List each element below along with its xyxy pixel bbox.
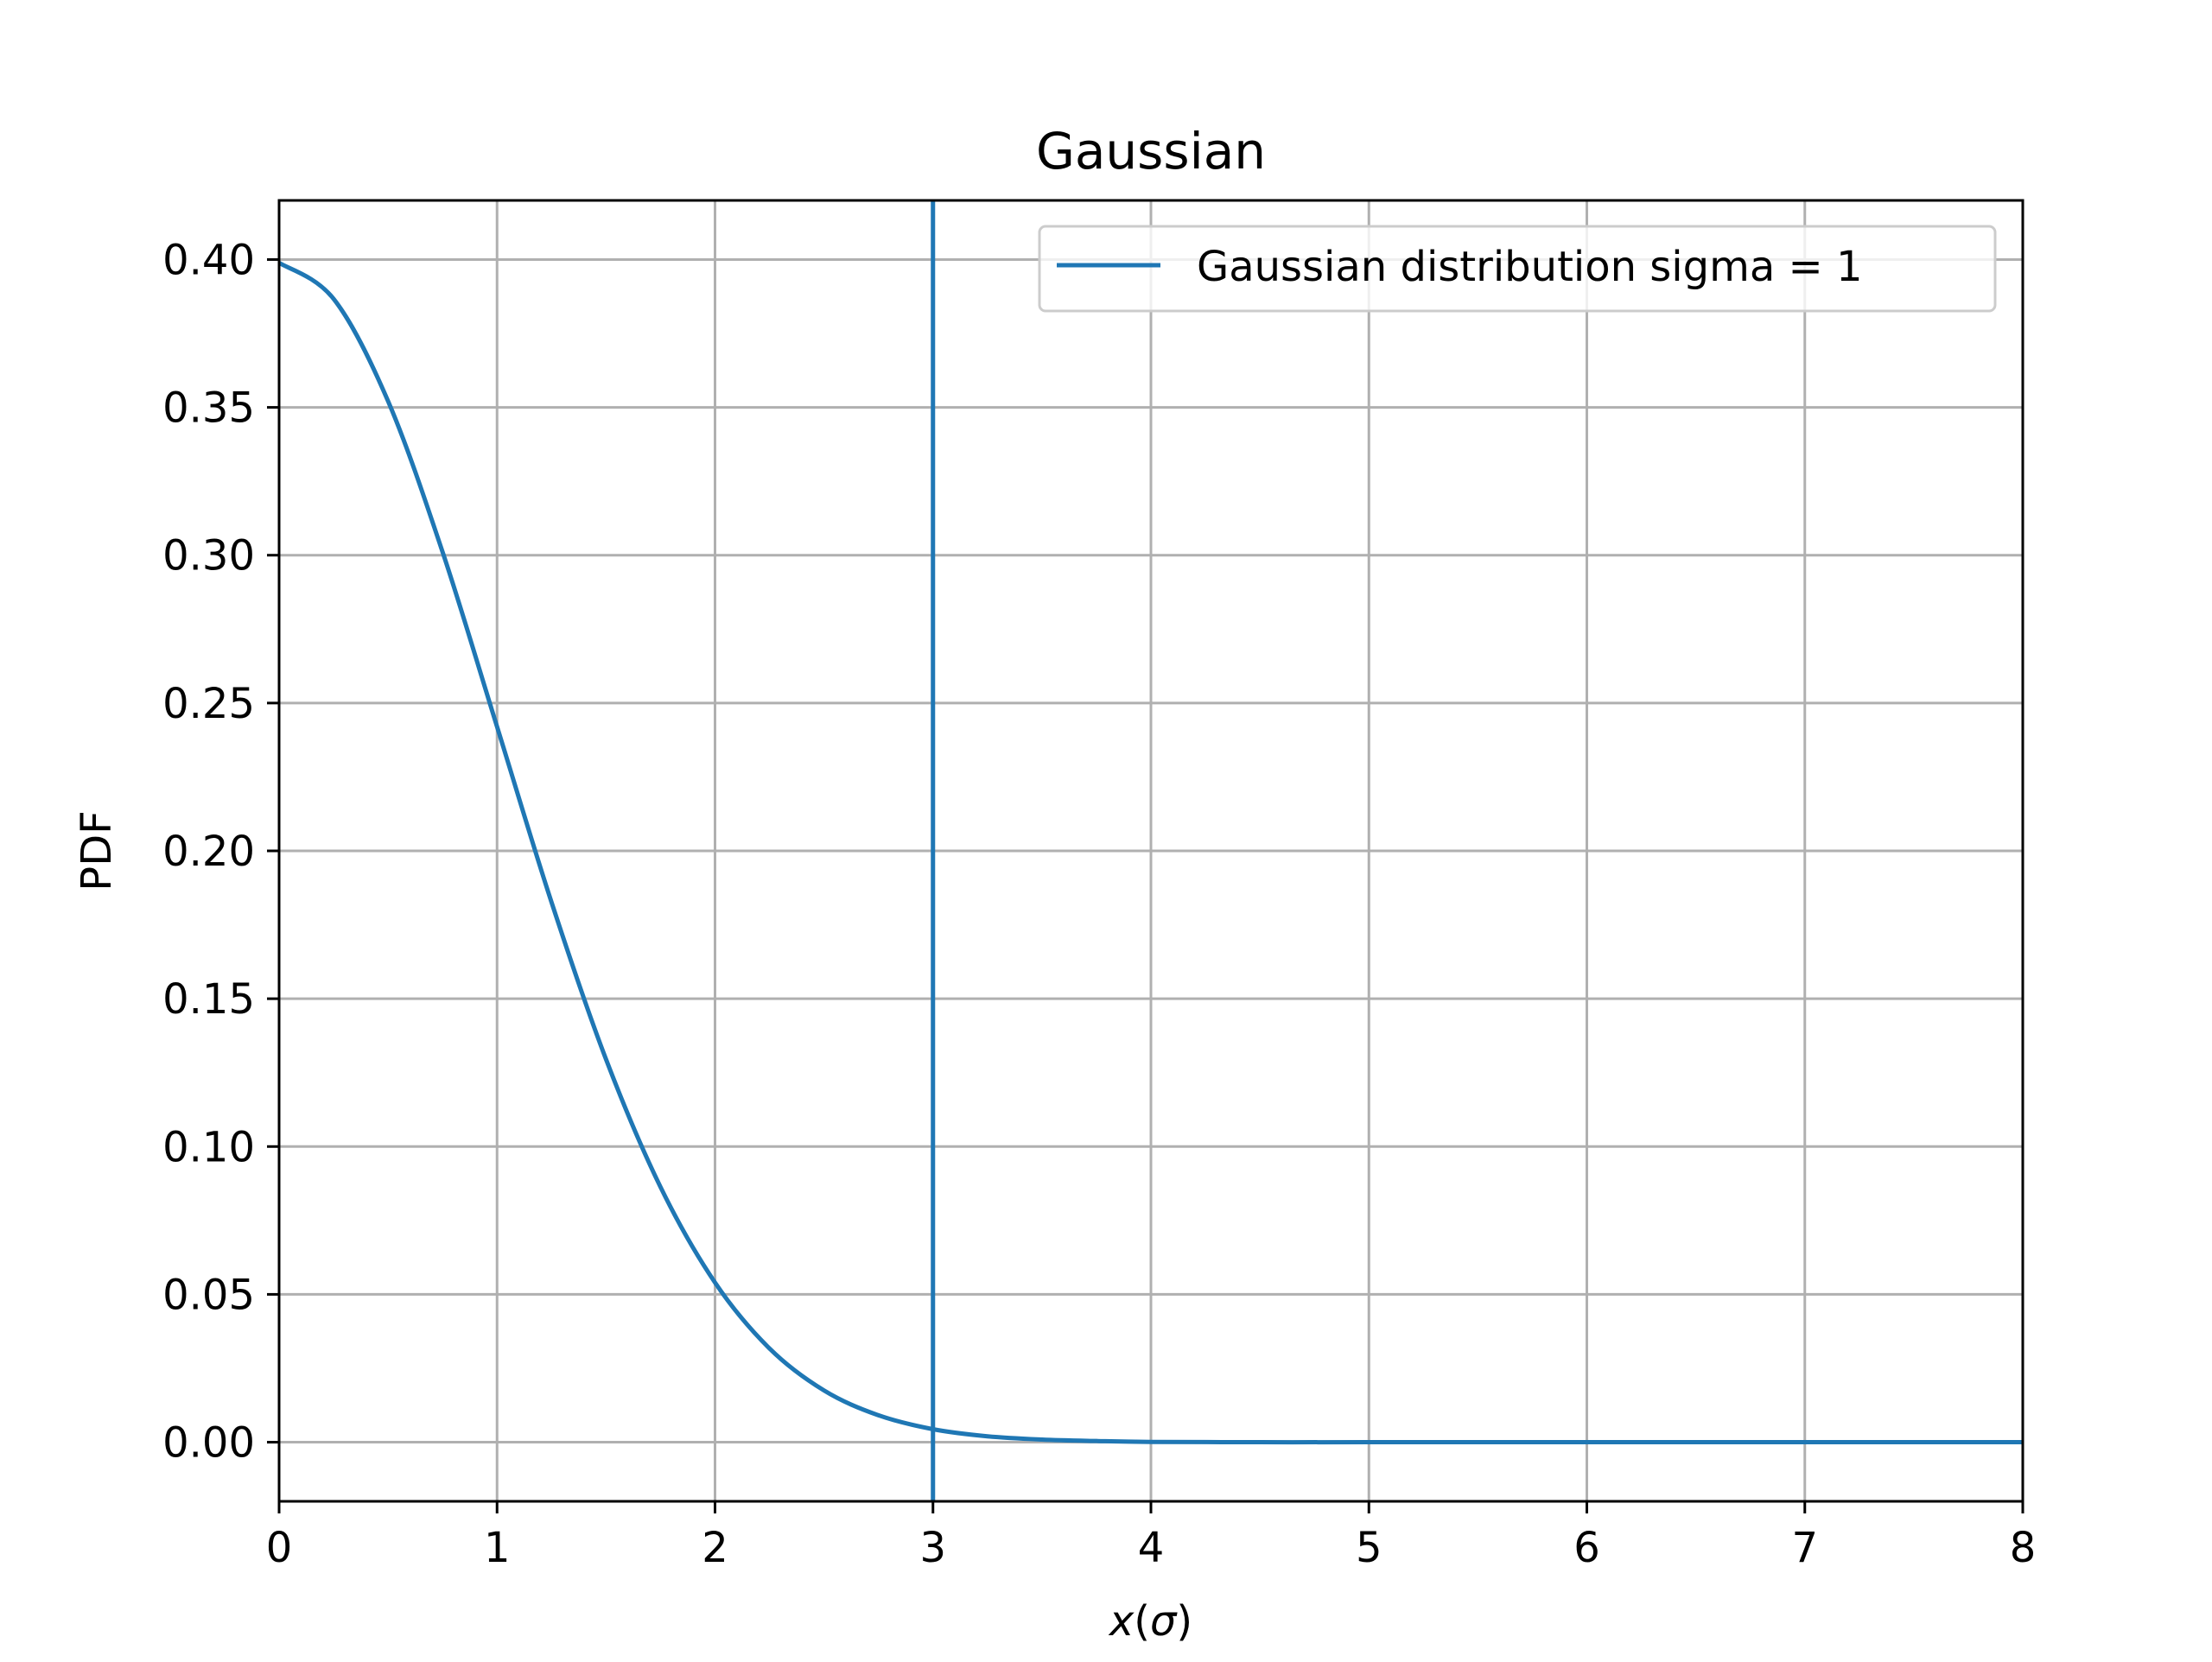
legend-box — [1038, 225, 1997, 313]
y-tick-label: 0.35 — [162, 384, 255, 433]
y-tick-label: 0.15 — [162, 975, 255, 1024]
y-axis-label: PDF — [73, 810, 121, 891]
x-axis-label-close: ) — [1176, 1597, 1192, 1646]
x-tick-label: 1 — [484, 1524, 511, 1572]
x-tick-label: 4 — [1138, 1524, 1165, 1572]
tick-labels: 0 1 2 3 4 5 6 7 8 0.00 0.05 0.10 0.15 0.20 0.25 0.30 0.3… — [162, 236, 2036, 1572]
x-axis-label-open: ( — [1134, 1597, 1150, 1646]
series-layer — [277, 261, 2023, 1445]
legend: Gaussian distribution sigma = 1 — [1038, 225, 1997, 313]
x-tick-label: 7 — [1791, 1524, 1818, 1572]
y-tick-label: 0.20 — [162, 828, 255, 876]
x-axis-label: x(σ) — [1108, 1597, 1192, 1646]
x-tick-label: 8 — [2010, 1524, 2037, 1572]
x-tick-label: 3 — [919, 1524, 946, 1572]
y-tick-label: 0.30 — [162, 532, 255, 580]
y-tick-label: 0.25 — [162, 680, 255, 728]
chart-title: Gaussian — [1036, 122, 1266, 181]
x-axis-label-var: x — [1108, 1597, 1135, 1646]
y-tick-label: 0.00 — [162, 1419, 255, 1468]
y-tick-label: 0.40 — [162, 236, 255, 284]
y-tick-label: 0.10 — [162, 1123, 255, 1171]
legend-label: Gaussian distribution sigma = 1 — [1197, 243, 1863, 291]
tick-marks — [267, 257, 2024, 1513]
x-tick-label: 5 — [1356, 1524, 1382, 1572]
x-tick-label: 2 — [702, 1524, 728, 1572]
y-tick-label: 0.05 — [162, 1271, 255, 1319]
x-axis-label-sigma: σ — [1150, 1597, 1178, 1646]
series-line — [277, 261, 2023, 1445]
x-tick-label: 6 — [1573, 1524, 1600, 1572]
x-tick-label: 0 — [266, 1524, 293, 1572]
